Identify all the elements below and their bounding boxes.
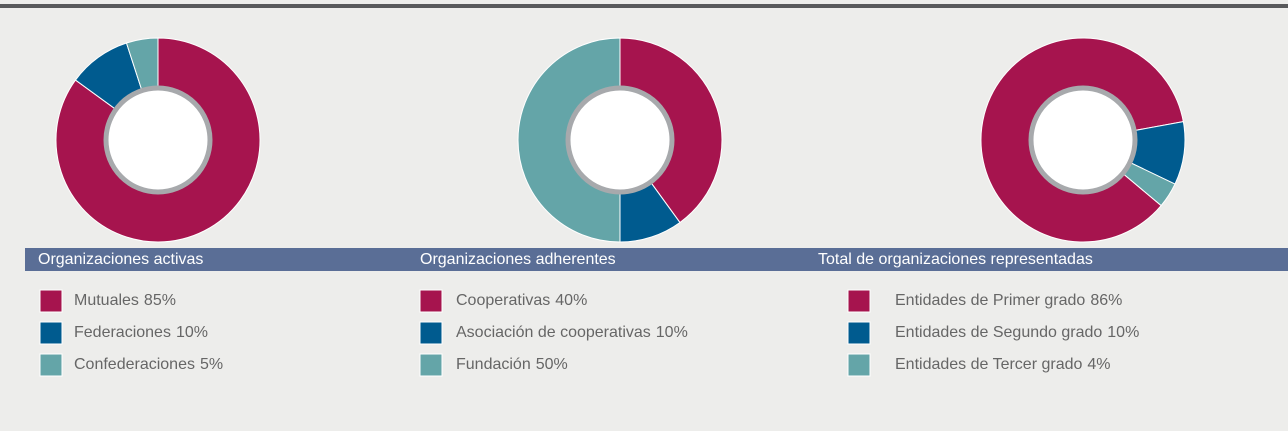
legend-label: Fundación 50% bbox=[456, 356, 568, 373]
chart-title: Total de organizaciones representadas bbox=[818, 251, 1093, 268]
legend-label: Cooperativas 40% bbox=[456, 292, 587, 309]
legend-value: 10% bbox=[1107, 324, 1139, 341]
legend-value: 50% bbox=[536, 356, 568, 373]
legend-name: Cooperativas bbox=[456, 292, 550, 309]
legend-swatch bbox=[419, 289, 443, 313]
legend-name: Mutuales bbox=[74, 292, 139, 309]
legend-label: Entidades de Tercer grado 4% bbox=[895, 356, 1111, 373]
legend-swatch bbox=[39, 321, 63, 345]
legend-value: 10% bbox=[656, 324, 688, 341]
legend-label: Confederaciones 5% bbox=[74, 356, 223, 373]
legend-swatch bbox=[847, 289, 871, 313]
legend-swatch bbox=[419, 321, 443, 345]
legend-value: 5% bbox=[200, 356, 223, 373]
legend-name: Confederaciones bbox=[74, 356, 195, 373]
legend-label: Entidades de Primer grado 86% bbox=[895, 292, 1122, 309]
legend-name: Federaciones bbox=[74, 324, 171, 341]
legend-name: Entidades de Segundo grado bbox=[895, 324, 1102, 341]
legend-name: Entidades de Primer grado bbox=[895, 292, 1085, 309]
donut-hole bbox=[103, 85, 213, 195]
legend-value: 86% bbox=[1090, 292, 1122, 309]
legend-label: Asociación de cooperativas 10% bbox=[456, 324, 688, 341]
legend-swatch bbox=[847, 321, 871, 345]
top-rule bbox=[0, 4, 1288, 8]
legend-label: Entidades de Segundo grado 10% bbox=[895, 324, 1139, 341]
legend-name: Entidades de Tercer grado bbox=[895, 356, 1082, 373]
legend-value: 10% bbox=[176, 324, 208, 341]
legend-swatch bbox=[419, 353, 443, 377]
legend-name: Asociación de cooperativas bbox=[456, 324, 651, 341]
chart-title: Organizaciones activas bbox=[38, 251, 203, 268]
legend-label: Mutuales 85% bbox=[74, 292, 176, 309]
legend-value: 4% bbox=[1087, 356, 1110, 373]
legend-value: 40% bbox=[555, 292, 587, 309]
donut-hole bbox=[565, 85, 675, 195]
legend-swatch bbox=[847, 353, 871, 377]
legend-label: Federaciones 10% bbox=[74, 324, 208, 341]
legend-value: 85% bbox=[144, 292, 176, 309]
header-band bbox=[25, 248, 1288, 271]
chart-title: Organizaciones adherentes bbox=[420, 251, 616, 268]
legend-name: Fundación bbox=[456, 356, 531, 373]
legend-swatch bbox=[39, 289, 63, 313]
donut-hole bbox=[1028, 85, 1138, 195]
legend-swatch bbox=[39, 353, 63, 377]
